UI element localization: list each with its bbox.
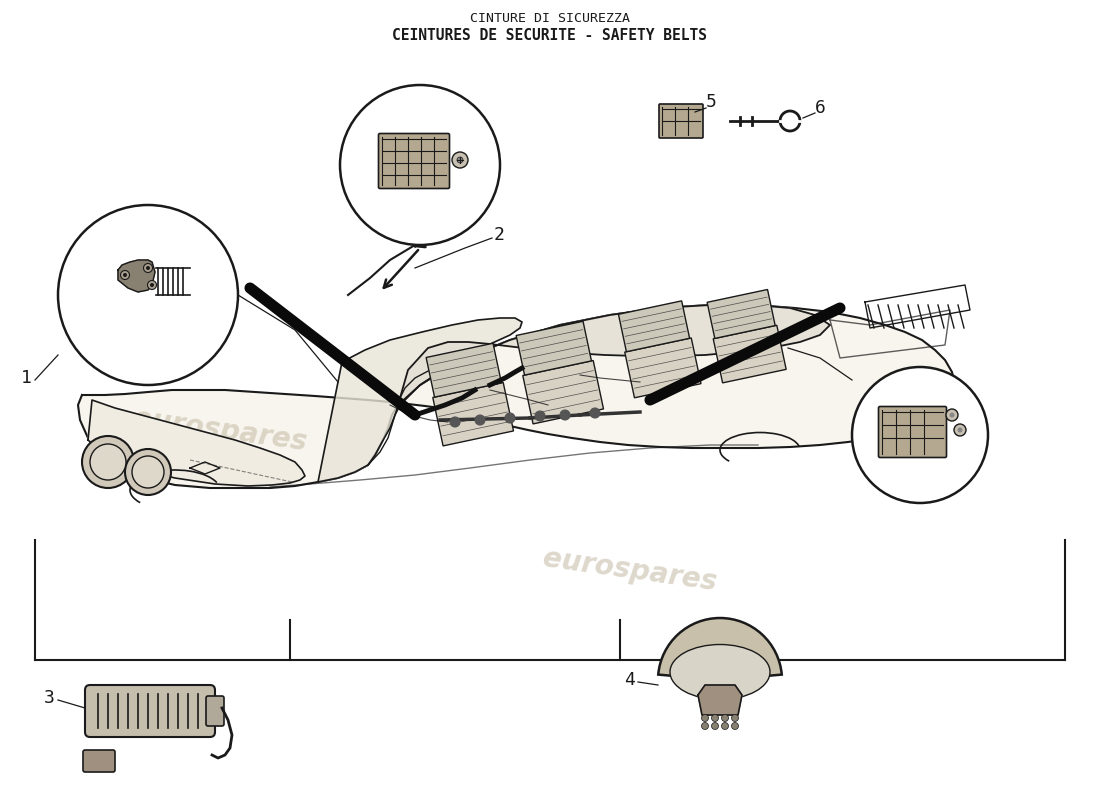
FancyBboxPatch shape xyxy=(879,406,946,458)
Polygon shape xyxy=(522,361,604,424)
Circle shape xyxy=(450,417,460,427)
Circle shape xyxy=(954,424,966,436)
FancyBboxPatch shape xyxy=(85,685,214,737)
Circle shape xyxy=(82,436,134,488)
Circle shape xyxy=(590,408,600,418)
Circle shape xyxy=(712,722,718,730)
Circle shape xyxy=(535,411,544,421)
Circle shape xyxy=(505,413,515,423)
Circle shape xyxy=(340,85,500,245)
Ellipse shape xyxy=(670,645,770,699)
Circle shape xyxy=(702,714,708,722)
Polygon shape xyxy=(618,301,690,352)
Text: eurospares: eurospares xyxy=(131,404,309,456)
Circle shape xyxy=(712,714,718,722)
Text: 1: 1 xyxy=(21,369,32,387)
Text: 2: 2 xyxy=(494,226,505,244)
Polygon shape xyxy=(88,400,305,486)
Circle shape xyxy=(949,413,955,418)
Polygon shape xyxy=(516,322,592,375)
Circle shape xyxy=(58,205,238,385)
Circle shape xyxy=(852,367,988,503)
Text: eurospares: eurospares xyxy=(541,544,718,596)
Circle shape xyxy=(475,415,485,425)
Polygon shape xyxy=(398,305,830,405)
Circle shape xyxy=(132,456,164,488)
Circle shape xyxy=(456,157,463,163)
Text: 5: 5 xyxy=(706,93,717,111)
Polygon shape xyxy=(318,318,522,482)
FancyBboxPatch shape xyxy=(206,696,224,726)
Text: 4: 4 xyxy=(624,671,635,689)
Polygon shape xyxy=(78,305,955,488)
Circle shape xyxy=(90,444,126,480)
Circle shape xyxy=(452,152,468,168)
Circle shape xyxy=(732,722,738,730)
Circle shape xyxy=(722,714,728,722)
Circle shape xyxy=(732,714,738,722)
Circle shape xyxy=(946,409,958,421)
Circle shape xyxy=(702,722,708,730)
Circle shape xyxy=(121,270,130,279)
Circle shape xyxy=(146,266,150,270)
Circle shape xyxy=(722,722,728,730)
Polygon shape xyxy=(625,338,701,398)
Text: CEINTURES DE SECURITE - SAFETY BELTS: CEINTURES DE SECURITE - SAFETY BELTS xyxy=(393,28,707,43)
Polygon shape xyxy=(118,260,155,292)
Text: 6: 6 xyxy=(815,99,826,117)
Polygon shape xyxy=(698,685,742,715)
Circle shape xyxy=(123,273,126,277)
Polygon shape xyxy=(713,326,786,383)
Wedge shape xyxy=(658,618,782,680)
Circle shape xyxy=(957,427,962,433)
FancyBboxPatch shape xyxy=(82,750,116,772)
FancyBboxPatch shape xyxy=(659,104,703,138)
Polygon shape xyxy=(432,382,514,446)
Polygon shape xyxy=(707,290,776,338)
Text: 3: 3 xyxy=(44,689,55,707)
FancyBboxPatch shape xyxy=(378,134,450,189)
Circle shape xyxy=(150,283,154,287)
Text: CINTURE DI SICUREZZA: CINTURE DI SICUREZZA xyxy=(470,12,630,25)
Circle shape xyxy=(143,263,153,273)
Circle shape xyxy=(125,449,170,495)
Polygon shape xyxy=(426,343,502,397)
Circle shape xyxy=(147,281,156,290)
Circle shape xyxy=(560,410,570,420)
